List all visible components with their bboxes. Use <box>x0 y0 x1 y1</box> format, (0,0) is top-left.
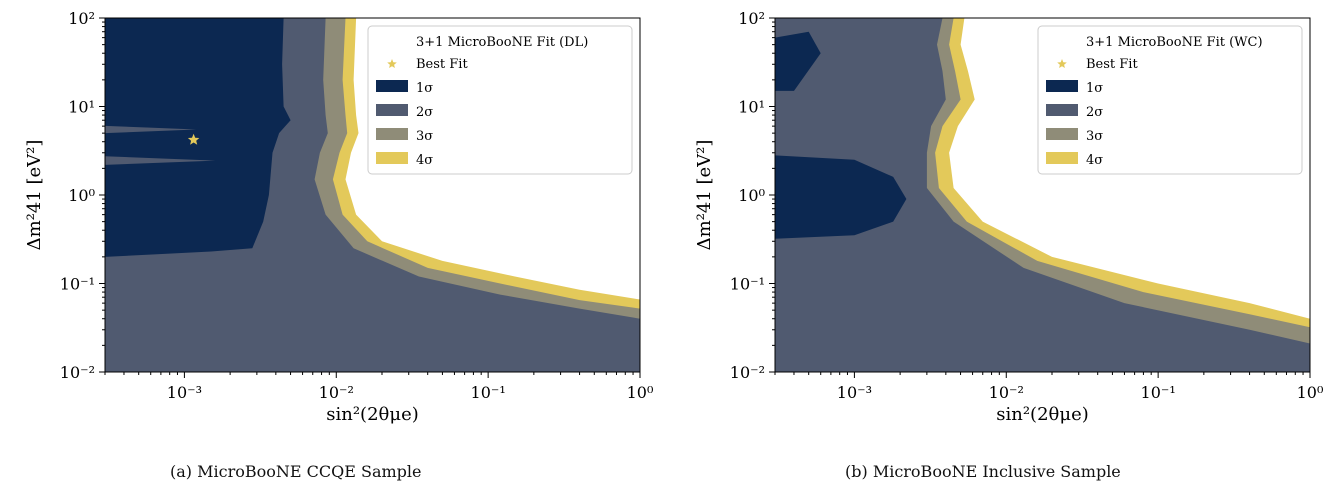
legend-label: 3σ <box>1086 129 1103 144</box>
legend-swatch <box>376 80 408 92</box>
x-tick-label: 10⁻² <box>319 383 354 402</box>
region-2sigma <box>775 18 1310 372</box>
legend: 3+1 MicroBooNE Fit (DL) Best Fit 1σ 2σ 3σ 4σ <box>367 25 633 175</box>
y-tick-label: 10¹ <box>68 98 95 117</box>
legend-swatch <box>1046 80 1078 92</box>
caption-b: (b) MicroBooNE Inclusive Sample <box>845 462 1121 481</box>
x-tick-label: 10⁰ <box>627 383 654 402</box>
legend-swatch <box>376 104 408 116</box>
legend-title: 3+1 MicroBooNE Fit (DL) <box>416 35 588 50</box>
y-tick-label: 10⁻¹ <box>730 275 765 294</box>
contour-regions <box>775 18 1310 372</box>
x-axis-label: sin²(2θμe) <box>996 404 1089 425</box>
legend-star-icon <box>1057 59 1067 68</box>
y-axis-label: Δm²41 [eV²] <box>694 140 715 251</box>
legend-label: 4σ <box>1086 153 1103 168</box>
y-tick-label: 10⁻¹ <box>60 275 95 294</box>
legend-label: Best Fit <box>1086 57 1138 72</box>
legend-box <box>1037 25 1303 175</box>
region-2sigma-tongue <box>105 125 197 134</box>
legend-label: Best Fit <box>416 57 468 72</box>
y-tick-label: 10⁰ <box>68 186 95 205</box>
legend-swatch <box>1046 104 1078 116</box>
y-tick-label: 10¹ <box>738 98 765 117</box>
legend: 3+1 MicroBooNE Fit (WC) Best Fit 1σ 2σ 3σ 4σ <box>1037 25 1303 175</box>
chart-panel-b: 10⁻³ 10⁻² 10⁻¹ 10⁰ 10⁻² 10⁻¹ 10⁰ 10¹ 10² sin²(2θμ… <box>694 9 1324 425</box>
region-1sigma <box>105 18 291 257</box>
legend-box <box>367 25 633 175</box>
x-tick-label: 10⁰ <box>1297 383 1324 402</box>
legend-swatch <box>1046 128 1078 140</box>
legend-title: 3+1 MicroBooNE Fit (WC) <box>1086 35 1263 50</box>
chart-panel-a: 10⁻³ 10⁻² 10⁻¹ 10⁰ 10⁻² 10⁻¹ 10⁰ 10¹ 10² sin²(2θμ… <box>24 9 654 425</box>
y-tick-label: 10² <box>738 9 765 28</box>
x-tick-label: 10⁻³ <box>167 383 202 402</box>
legend-label: 3σ <box>416 129 433 144</box>
x-axis-label: sin²(2θμe) <box>326 404 419 425</box>
region-1sigma-island <box>775 155 907 239</box>
legend-swatch <box>376 128 408 140</box>
caption-a: (a) MicroBooNE CCQE Sample <box>170 462 422 481</box>
y-tick-label: 10⁻² <box>730 363 765 382</box>
legend-swatch <box>1046 152 1078 164</box>
region-1sigma-island <box>775 31 821 91</box>
x-tick-label: 10⁻¹ <box>1141 383 1176 402</box>
y-axis-label: Δm²41 [eV²] <box>24 140 45 251</box>
contour-regions <box>105 18 640 372</box>
legend-label: 2σ <box>1086 105 1103 120</box>
legend-label: 1σ <box>416 81 433 96</box>
legend-swatch <box>376 152 408 164</box>
x-tick-label: 10⁻² <box>989 383 1024 402</box>
legend-label: 2σ <box>416 105 433 120</box>
y-tick-label: 10⁰ <box>738 186 765 205</box>
legend-label: 1σ <box>1086 81 1103 96</box>
best-fit-marker <box>187 133 200 145</box>
x-tick-label: 10⁻³ <box>837 383 872 402</box>
y-tick-label: 10² <box>68 9 95 28</box>
legend-star-icon <box>387 59 397 68</box>
region-2sigma-tongue <box>105 156 216 165</box>
legend-label: 4σ <box>416 153 433 168</box>
y-tick-label: 10⁻² <box>60 363 95 382</box>
x-tick-label: 10⁻¹ <box>471 383 506 402</box>
